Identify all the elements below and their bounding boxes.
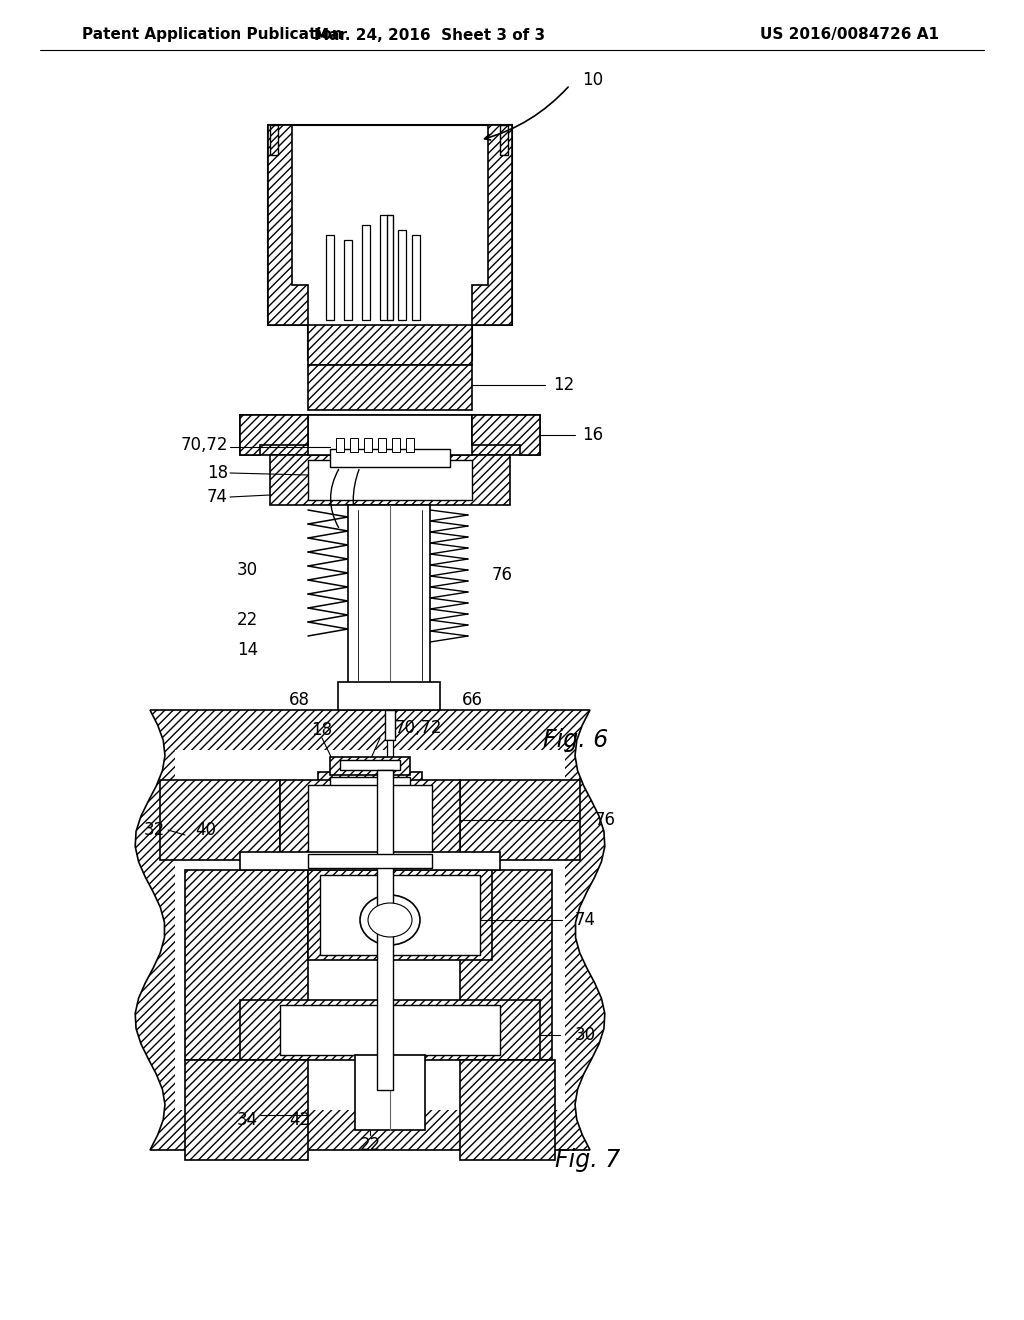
- Polygon shape: [240, 414, 540, 455]
- Bar: [242, 854, 498, 869]
- Polygon shape: [268, 125, 512, 360]
- Bar: [308, 870, 492, 960]
- Polygon shape: [500, 125, 508, 154]
- Bar: [377, 770, 393, 1090]
- Bar: [378, 438, 386, 451]
- Polygon shape: [160, 780, 280, 861]
- Bar: [387, 741, 393, 775]
- Text: 18: 18: [311, 721, 333, 739]
- Bar: [319, 875, 480, 954]
- Bar: [308, 366, 472, 411]
- Text: Fig. 7: Fig. 7: [555, 1148, 621, 1172]
- Bar: [355, 1055, 425, 1130]
- Polygon shape: [472, 414, 540, 455]
- Bar: [280, 780, 460, 861]
- Bar: [344, 240, 352, 319]
- Bar: [380, 215, 388, 319]
- Bar: [348, 506, 430, 685]
- Polygon shape: [460, 1060, 555, 1160]
- Bar: [308, 854, 432, 869]
- Bar: [340, 760, 400, 770]
- Bar: [318, 772, 422, 820]
- Bar: [308, 785, 432, 855]
- Text: 42: 42: [290, 1111, 310, 1129]
- Bar: [385, 710, 395, 741]
- Bar: [364, 438, 372, 451]
- Bar: [350, 438, 358, 451]
- Bar: [330, 756, 410, 775]
- Text: 10: 10: [582, 71, 603, 88]
- Text: 18: 18: [207, 465, 228, 482]
- Polygon shape: [185, 1060, 308, 1160]
- Polygon shape: [460, 780, 580, 861]
- Polygon shape: [270, 125, 278, 154]
- Bar: [240, 1001, 540, 1060]
- Bar: [412, 235, 420, 319]
- Bar: [336, 438, 344, 451]
- Bar: [362, 224, 370, 319]
- Text: 12: 12: [553, 376, 574, 393]
- Text: 34: 34: [237, 1111, 258, 1129]
- Polygon shape: [472, 125, 512, 325]
- Bar: [270, 455, 510, 506]
- Polygon shape: [240, 414, 308, 455]
- Text: 68: 68: [289, 690, 310, 709]
- Text: 66: 66: [462, 690, 483, 709]
- Bar: [240, 851, 500, 870]
- Ellipse shape: [368, 903, 412, 937]
- Polygon shape: [135, 710, 605, 1150]
- Text: 40: 40: [195, 821, 216, 840]
- Bar: [392, 438, 400, 451]
- Text: 30: 30: [237, 561, 258, 579]
- Text: Fig. 6: Fig. 6: [543, 729, 608, 752]
- Bar: [330, 449, 450, 467]
- Bar: [308, 414, 472, 455]
- Text: 76: 76: [595, 810, 616, 829]
- Bar: [398, 230, 406, 319]
- Text: 70,72: 70,72: [395, 719, 442, 737]
- Text: 22: 22: [359, 1137, 381, 1154]
- Text: US 2016/0084726 A1: US 2016/0084726 A1: [760, 28, 939, 42]
- Text: 14: 14: [237, 642, 258, 659]
- Text: 74: 74: [207, 488, 228, 506]
- Polygon shape: [308, 325, 472, 366]
- Polygon shape: [460, 870, 552, 1060]
- Bar: [338, 682, 440, 710]
- Bar: [308, 459, 472, 500]
- Ellipse shape: [360, 895, 420, 945]
- Text: 74: 74: [575, 911, 596, 929]
- Text: 76: 76: [492, 566, 513, 583]
- Text: 22: 22: [237, 611, 258, 630]
- Text: Patent Application Publication: Patent Application Publication: [82, 28, 343, 42]
- Text: Mar. 24, 2016  Sheet 3 of 3: Mar. 24, 2016 Sheet 3 of 3: [314, 28, 546, 42]
- Polygon shape: [185, 870, 308, 1060]
- Bar: [326, 235, 334, 319]
- Bar: [330, 777, 410, 814]
- Text: 30: 30: [575, 1026, 596, 1044]
- Bar: [406, 438, 414, 451]
- Bar: [387, 215, 393, 319]
- Text: 16: 16: [582, 426, 603, 444]
- Bar: [280, 1005, 500, 1055]
- Polygon shape: [268, 125, 308, 325]
- Text: 32: 32: [143, 821, 165, 840]
- Text: 70,72: 70,72: [180, 436, 228, 454]
- Bar: [175, 750, 565, 1110]
